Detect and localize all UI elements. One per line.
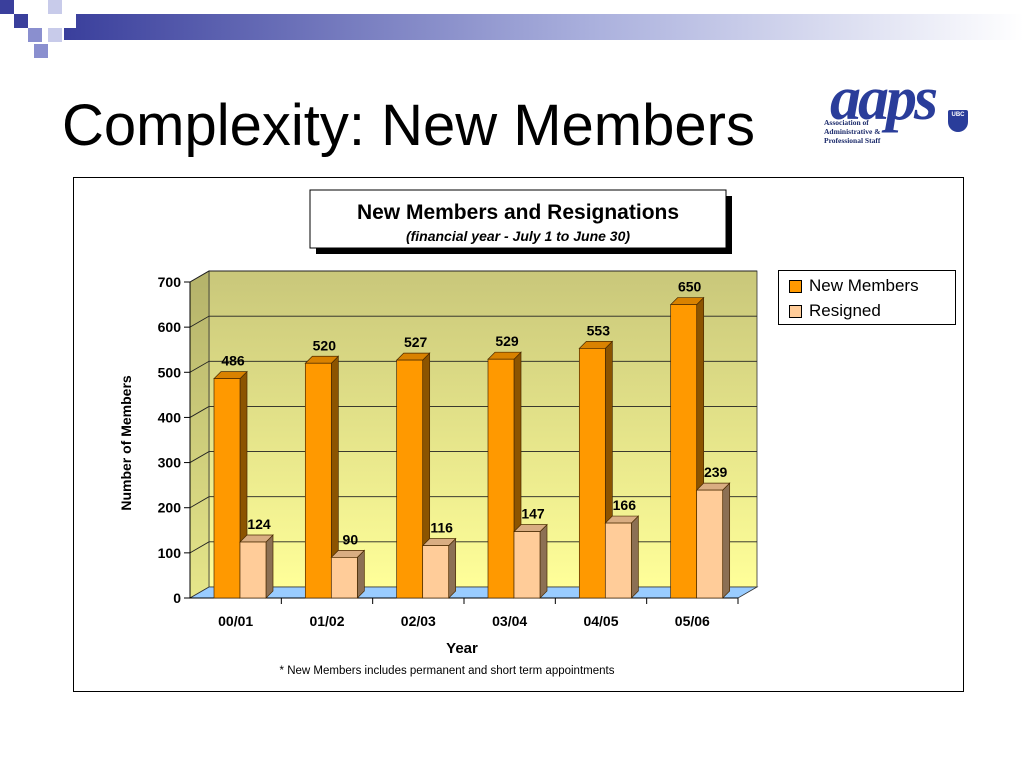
bar-new-members bbox=[304, 362, 332, 599]
bar-resigned-side bbox=[722, 482, 731, 599]
chart-legend: New Members Resigned bbox=[778, 270, 956, 325]
data-label: 553 bbox=[587, 322, 611, 338]
data-label: 650 bbox=[678, 279, 702, 295]
bar-resigned-side bbox=[265, 534, 274, 599]
aaps-logo: aaps Association of Administrative & Pro… bbox=[824, 65, 996, 160]
bar-new-members bbox=[670, 304, 698, 599]
gridline bbox=[189, 270, 757, 283]
x-tick-label: 01/02 bbox=[309, 613, 344, 629]
y-tick-label: 100 bbox=[158, 545, 182, 561]
bar-resigned bbox=[239, 541, 267, 599]
bar-new-members bbox=[396, 359, 424, 599]
bar-resigned-side bbox=[630, 515, 639, 599]
logo-org-line: Professional Staff bbox=[824, 136, 881, 145]
y-tick-label: 300 bbox=[158, 455, 182, 471]
x-tick-label: 00/01 bbox=[218, 613, 253, 629]
ubc-crest-icon: UBC bbox=[948, 110, 968, 132]
gridline bbox=[189, 496, 757, 509]
bar-resigned bbox=[422, 545, 450, 599]
legend-label: Resigned bbox=[809, 301, 881, 320]
data-label: 124 bbox=[247, 516, 271, 532]
data-label: 166 bbox=[613, 497, 637, 513]
chart-side-wall bbox=[189, 270, 210, 599]
data-label: 520 bbox=[313, 337, 337, 353]
bar-resigned-side bbox=[539, 523, 548, 599]
logo-wordmark: aaps bbox=[830, 65, 938, 133]
gridline bbox=[189, 360, 757, 373]
bar-resigned-side bbox=[448, 537, 457, 599]
bar-new-members bbox=[578, 348, 606, 599]
x-axis-title: Year bbox=[446, 640, 478, 657]
bar-resigned bbox=[330, 557, 358, 599]
gridline bbox=[189, 541, 757, 554]
chart-title-box bbox=[309, 189, 727, 249]
data-label: 147 bbox=[521, 506, 545, 522]
bar-resigned bbox=[696, 489, 724, 599]
bar-new-members bbox=[213, 378, 241, 599]
y-tick-label: 0 bbox=[173, 590, 181, 606]
chart-footnote: * New Members includes permanent and sho… bbox=[280, 665, 615, 677]
legend-label: New Members bbox=[809, 276, 919, 295]
x-tick-label: 02/03 bbox=[401, 613, 436, 629]
gridline bbox=[189, 451, 757, 463]
gridline bbox=[189, 315, 757, 328]
y-tick-label: 700 bbox=[158, 274, 182, 290]
y-tick-label: 600 bbox=[158, 319, 182, 335]
bar-resigned-side bbox=[356, 549, 365, 599]
legend-item-resigned: Resigned bbox=[789, 301, 881, 321]
y-axis-title: Number of Members bbox=[118, 375, 134, 511]
data-label: 90 bbox=[343, 531, 359, 547]
y-tick-label: 400 bbox=[158, 409, 182, 425]
x-tick-label: 04/05 bbox=[583, 613, 618, 629]
bar-resigned bbox=[513, 531, 541, 599]
data-label: 529 bbox=[495, 333, 519, 349]
x-tick-label: 03/04 bbox=[492, 613, 527, 629]
data-label: 116 bbox=[430, 520, 453, 536]
y-tick-label: 200 bbox=[158, 500, 182, 516]
legend-swatch-new-members bbox=[789, 279, 802, 293]
data-label: 527 bbox=[404, 334, 428, 350]
legend-item-new-members: New Members bbox=[789, 276, 919, 296]
y-tick-label: 500 bbox=[158, 364, 182, 380]
chart-title: New Members and Resignations bbox=[357, 201, 679, 224]
logo-org-name: Association of Administrative & Professi… bbox=[824, 118, 880, 145]
logo-org-line: Association of bbox=[824, 118, 869, 127]
bar-new-members bbox=[487, 358, 515, 599]
slide-title: Complexity: New Members bbox=[62, 93, 755, 158]
corner-decoration bbox=[0, 0, 1024, 58]
data-label: 239 bbox=[704, 464, 728, 480]
chart-back-wall bbox=[208, 270, 758, 588]
chart-subtitle: (financial year - July 1 to June 30) bbox=[406, 228, 630, 244]
bar-resigned bbox=[604, 522, 632, 599]
x-tick-label: 05/06 bbox=[675, 613, 710, 629]
gridline bbox=[189, 405, 757, 418]
legend-swatch-resigned bbox=[789, 304, 802, 318]
logo-org-line: Administrative & bbox=[824, 127, 881, 136]
data-label: 486 bbox=[221, 353, 245, 369]
